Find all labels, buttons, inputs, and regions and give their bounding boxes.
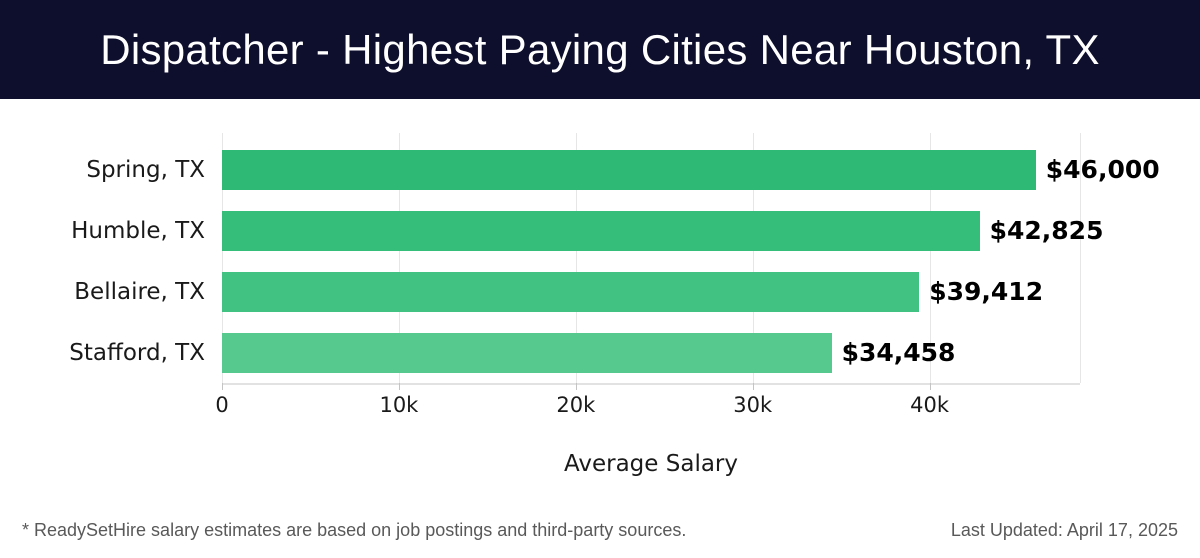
value-label: $34,458 xyxy=(841,338,956,367)
header-banner: Dispatcher - Highest Paying Cities Near … xyxy=(0,0,1200,99)
gridline xyxy=(575,133,577,383)
footer-disclaimer: * ReadySetHire salary estimates are base… xyxy=(22,520,687,540)
category-label: Spring, TX xyxy=(86,156,205,183)
x-tick-label: 30k xyxy=(733,393,773,417)
x-tick-label: 20k xyxy=(556,393,596,417)
plot-area: Spring, TX $46,000 Humble, TX $42,825 Bellai… xyxy=(69,133,1160,417)
x-axis-label: Average Salary xyxy=(563,451,738,477)
value-label: $46,000 xyxy=(1045,155,1160,184)
gridline xyxy=(1080,133,1081,383)
bar-row: Spring, TX $46,000 xyxy=(86,139,1160,200)
x-tick-mark xyxy=(398,383,400,390)
x-tick-label: 10k xyxy=(379,393,419,417)
x-tick-mark xyxy=(222,383,223,390)
category-label: Humble, TX xyxy=(71,217,205,244)
value-label: $42,825 xyxy=(989,216,1104,245)
x-tick-label: 40k xyxy=(910,393,950,417)
bar-row: Stafford, TX $34,458 xyxy=(69,322,1080,383)
category-label: Stafford, TX xyxy=(69,339,205,366)
footer-last-updated: Last Updated: April 17, 2025 xyxy=(950,520,1178,540)
gridline xyxy=(398,133,400,383)
gridline xyxy=(929,133,931,383)
bar xyxy=(222,332,832,373)
bar xyxy=(222,271,920,312)
bar xyxy=(222,149,1036,190)
x-tick-mark xyxy=(575,383,577,390)
bar xyxy=(222,210,980,251)
bar-row: Bellaire, TX $39,412 xyxy=(74,261,1080,322)
value-label: $39,412 xyxy=(929,277,1044,306)
gridline xyxy=(222,133,223,383)
x-tick-mark xyxy=(929,383,931,390)
x-tick-mark xyxy=(752,383,754,390)
gridline xyxy=(752,133,754,383)
x-tick-label: 0 xyxy=(215,393,229,417)
bar-row: Humble, TX $42,825 xyxy=(71,200,1103,261)
category-label: Bellaire, TX xyxy=(74,278,205,305)
chart-title: Dispatcher - Highest Paying Cities Near … xyxy=(100,25,1100,73)
